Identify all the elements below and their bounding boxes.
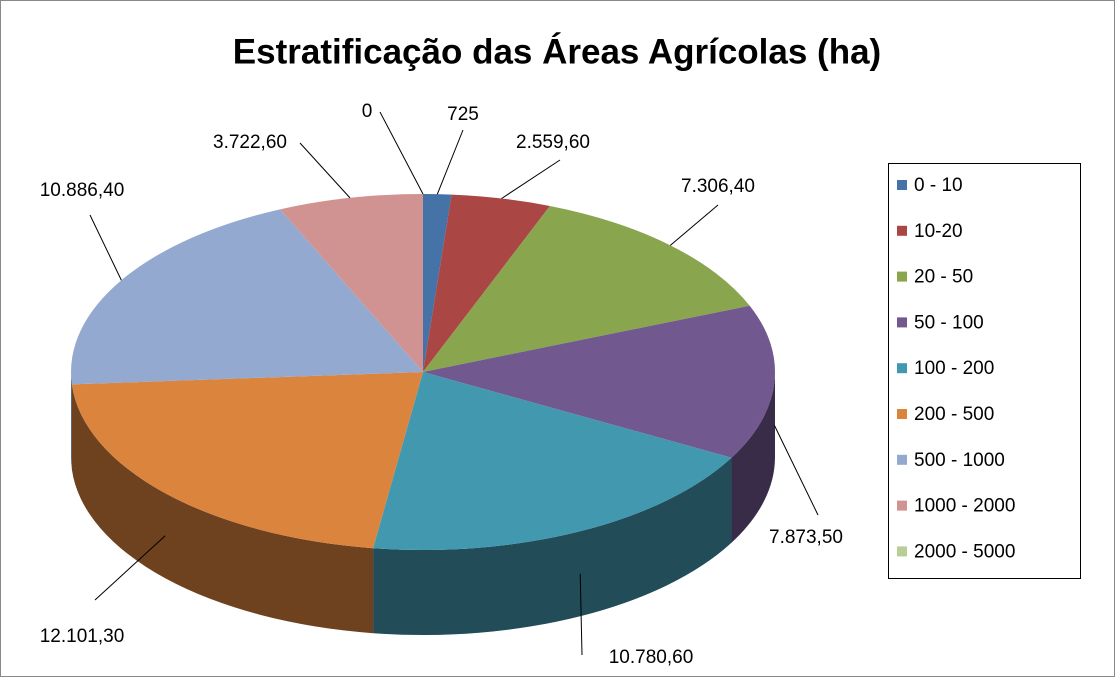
slice-side [71,384,374,634]
slice [423,194,550,372]
slice-side [71,372,72,470]
data-label: 10.886,40 [40,180,125,201]
legend-box [888,163,1081,579]
legend-label: 200 - 500 [914,404,994,425]
legend-label: 100 - 200 [914,358,994,379]
slice-side [731,372,775,543]
legend-swatch [897,546,907,557]
data-label: 0 [362,101,373,122]
legend-swatch [897,500,907,511]
slice-side [373,457,732,635]
legend-swatch [897,409,907,419]
legend-swatch [897,225,907,236]
leader-line [379,111,424,195]
slice [71,209,423,385]
legend-label: 500 - 1000 [914,450,1005,471]
legend-swatch [897,317,907,328]
legend-swatch [897,180,907,190]
slice [71,372,423,549]
data-label: 7.873,50 [769,527,843,548]
slice [423,194,452,372]
data-label: 2.559,60 [516,132,590,153]
legend-label: 0 - 10 [914,175,963,196]
data-label: 10.780,60 [609,647,694,668]
leader-line [436,129,464,195]
data-label: 725 [447,104,479,125]
legend-label: 20 - 50 [914,267,973,288]
legend-swatch [897,363,907,374]
legend-label: 1000 - 2000 [914,496,1015,517]
data-label: 3.722,60 [213,132,287,153]
leader-line [94,535,166,601]
legend-label: 10-20 [914,221,963,242]
legend-label: 50 - 100 [914,312,984,333]
data-label: 7.306,40 [681,176,755,197]
leader-line [501,159,561,199]
legend-swatch [897,454,907,465]
leader-line [579,573,583,656]
slice [373,372,732,550]
data-label: 12.101,30 [40,626,125,647]
slice [423,305,776,458]
leader-line [773,425,819,516]
chart-title: Estratificação das Áreas Agrícolas (ha) [233,31,881,71]
leader-line [89,214,122,281]
legend-swatch [897,271,907,282]
slice [280,194,423,372]
leader-line [669,204,719,246]
slice [423,205,750,372]
legend-label: 2000 - 5000 [914,541,1015,562]
leader-line [299,142,351,199]
